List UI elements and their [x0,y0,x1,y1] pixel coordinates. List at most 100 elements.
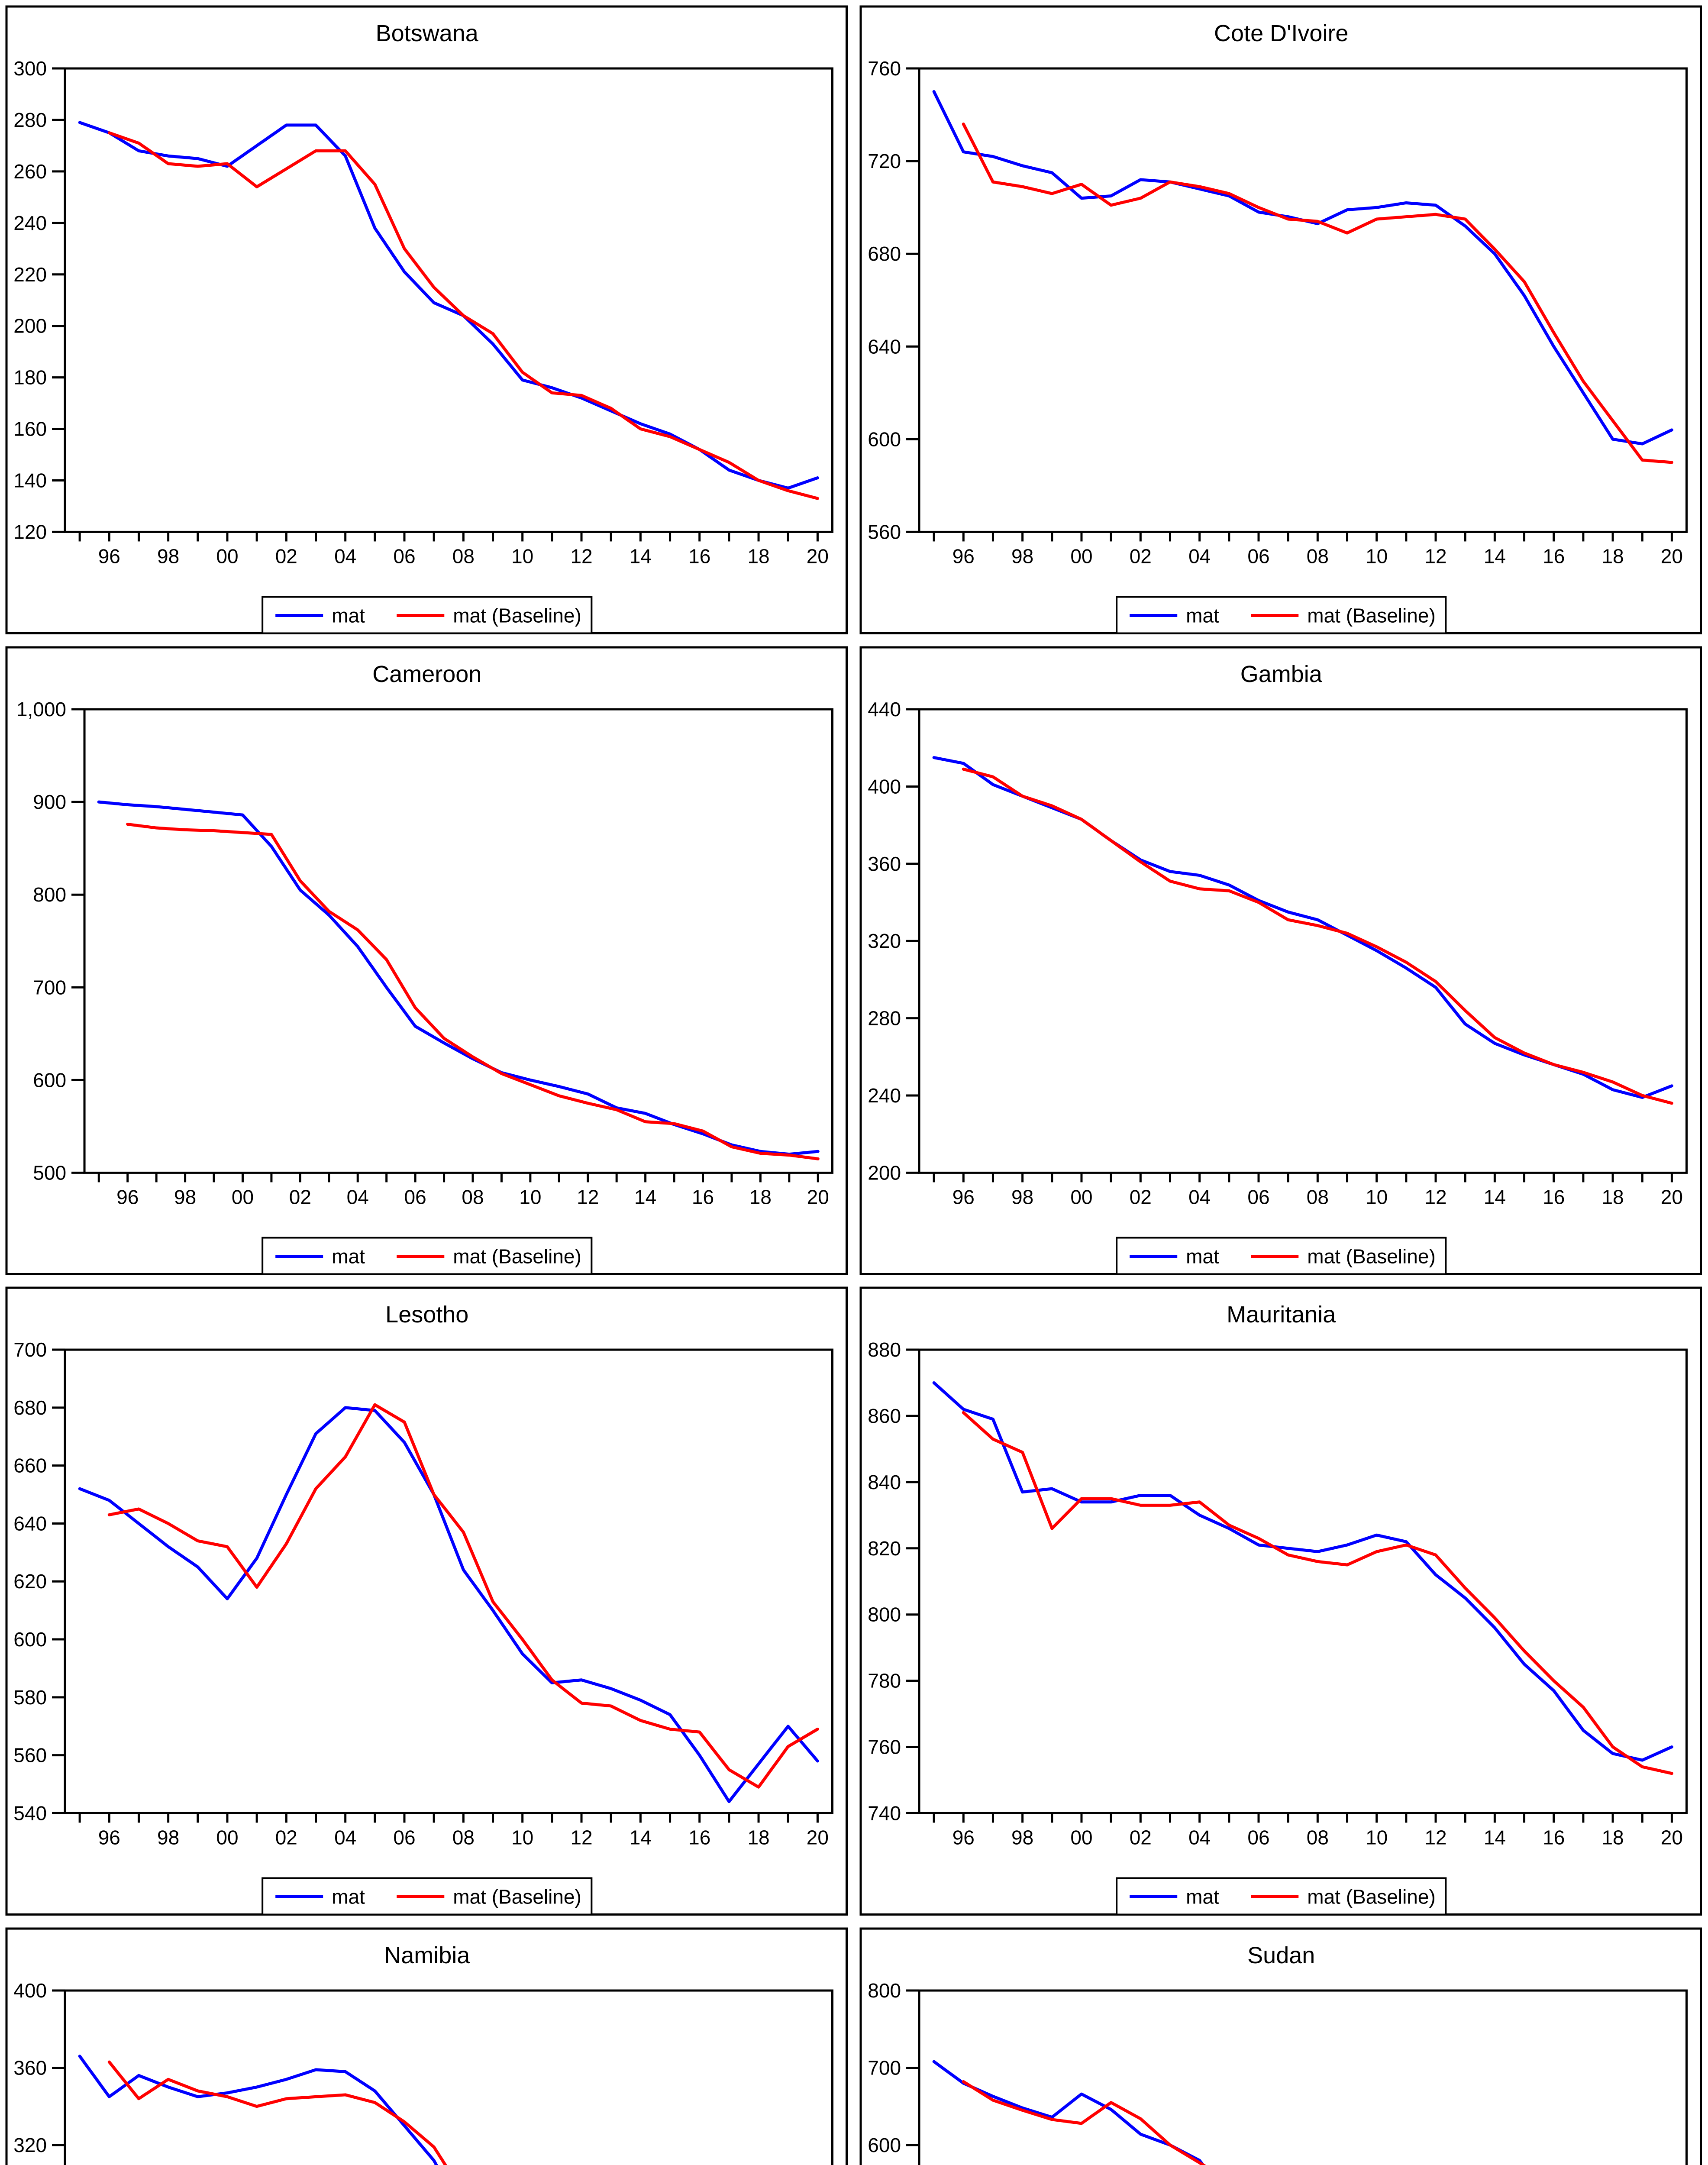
x-tick-label: 14 [634,1186,656,1208]
y-tick-label: 660 [13,1454,47,1477]
y-tick-label: 260 [13,160,47,183]
y-tick-label: 680 [13,1396,47,1419]
x-tick-label: 12 [570,545,592,567]
y-tick-label: 700 [33,976,66,998]
chart-canvas: Mauritania 740 760 780 800 820 840 860 880 96 98 00… [859,1286,1702,1916]
x-tick-label: 12 [577,1186,599,1208]
x-tick-label: 16 [688,545,710,567]
chart-panel: Botswana 120 140 160 180 200 220 240 260 280 300 96… [0,0,854,641]
chart-title: Botswana [376,20,479,46]
series-baseline-line [126,822,820,1160]
x-tick-label: 12 [1424,545,1446,567]
chart-title: Namibia [384,1942,470,1968]
chart-canvas: Cote D'Ivoire 560 600 640 680 720 760 96 98 00 02 0… [859,5,1702,634]
series-mat-line [932,1381,1673,1762]
x-tick-label: 04 [1188,545,1211,567]
y-tick-label: 400 [868,775,901,798]
x-tick-label: 02 [1129,545,1151,567]
chart-title: Mauritania [1227,1302,1336,1328]
x-tick-label: 10 [511,1826,533,1848]
x-tick-label: 10 [519,1186,541,1208]
x-tick-label: 06 [393,1826,415,1848]
y-tick-label: 540 [13,1802,47,1824]
x-tick-label: 98 [1011,1186,1033,1208]
series-mat-line [932,90,1673,446]
series-mat-line [78,1406,819,1803]
x-tick-label: 04 [347,1186,369,1208]
x-tick-label: 98 [1011,1826,1033,1848]
chart-title: Gambia [1240,661,1322,687]
x-tick-label: 10 [1366,545,1388,567]
x-tick-label: 16 [1543,1186,1565,1208]
chart-panel: Gambia 200 240 280 320 360 400 440 96 98 00 02 04 06 0… [854,640,1708,1281]
x-tick-label: 02 [275,1826,297,1848]
x-tick-label: 96 [116,1186,139,1208]
panel-border [859,5,1702,634]
x-tick-label: 02 [275,545,297,567]
chart-title: Sudan [1247,1942,1315,1968]
legend-mat-label: mat [1186,604,1219,627]
x-tick-label: 00 [1070,1826,1092,1848]
y-tick-label: 280 [13,109,47,131]
x-tick-label: 00 [232,1186,254,1208]
x-tick-label: 04 [1188,1826,1211,1848]
legend-baseline-label: mat (Baseline) [1307,1885,1436,1908]
x-tick-label: 14 [630,545,652,567]
y-tick-label: 500 [33,1161,66,1184]
x-tick-label: 08 [1306,545,1328,567]
x-tick-label: 18 [747,545,769,567]
series-baseline-line [107,2060,448,2165]
x-tick-label: 18 [1601,545,1624,567]
panel-border [859,1286,1702,1916]
x-tick-label: 00 [216,545,238,567]
chart-panel: Lesotho 540 560 580 600 620 640 660 680 700 96 98 00… [0,1281,854,1922]
x-tick-label: 16 [1543,1826,1565,1848]
chart-canvas: Botswana12014016018020022024026028030096… [5,5,848,634]
y-tick-label: 700 [868,2056,901,2079]
legend-baseline-label: mat (Baseline) [453,604,581,627]
x-tick-label: 06 [404,1186,426,1208]
y-tick-label: 560 [13,1744,47,1767]
panel-border [5,5,848,634]
chart-title: Lesotho [385,1302,468,1328]
x-tick-label: 98 [157,545,179,567]
x-tick-label: 12 [1424,1186,1446,1208]
chart-panel: Sudan20030040050060070080096980002040608… [854,1922,1708,2165]
chart-title: Cameroon [372,661,481,687]
y-tick-label: 820 [868,1537,901,1560]
x-tick-label: 96 [98,1826,120,1848]
chart-panel: Cote D'Ivoire 560 600 640 680 720 760 96 98 00 02 0… [854,0,1708,641]
legend-baseline-label: mat (Baseline) [1307,604,1436,627]
y-tick-label: 780 [868,1670,901,1692]
y-tick-label: 600 [33,1069,66,1091]
x-tick-label: 08 [462,1186,484,1208]
plot-frame [918,67,1688,533]
y-tick-label: 400 [13,1979,47,2002]
chart-canvas: Lesotho 540 560 580 600 620 640 660 680 700 96 98 00… [5,1286,848,1916]
y-tick-label: 300 [13,57,47,80]
y-tick-label: 800 [33,883,66,906]
x-tick-label: 06 [1247,1186,1269,1208]
x-tick-label: 14 [1483,1186,1505,1208]
x-tick-label: 10 [1366,1826,1388,1848]
y-tick-label: 220 [13,263,47,286]
chart-canvas: Namibia160200240280320360400969800020406… [5,1927,848,2165]
x-tick-label: 20 [1660,545,1682,567]
plot-frame [918,708,1688,1174]
y-tick-label: 180 [13,366,47,389]
panel-border [5,1927,848,2165]
y-tick-label: 280 [868,1007,901,1029]
plot-frame [918,1989,1688,2165]
x-tick-label: 20 [807,545,829,567]
x-tick-label: 18 [747,1826,769,1848]
x-tick-label: 02 [1129,1826,1151,1848]
x-tick-label: 04 [334,1826,356,1848]
panel-border [859,1927,1702,2165]
legend-baseline-label: mat (Baseline) [453,1885,581,1908]
x-tick-label: 06 [1247,1826,1269,1848]
y-tick-label: 120 [13,520,47,543]
series-mat-line [97,800,820,1156]
x-tick-label: 00 [216,1826,238,1848]
x-tick-label: 10 [1366,1186,1388,1208]
y-tick-label: 640 [868,335,901,358]
